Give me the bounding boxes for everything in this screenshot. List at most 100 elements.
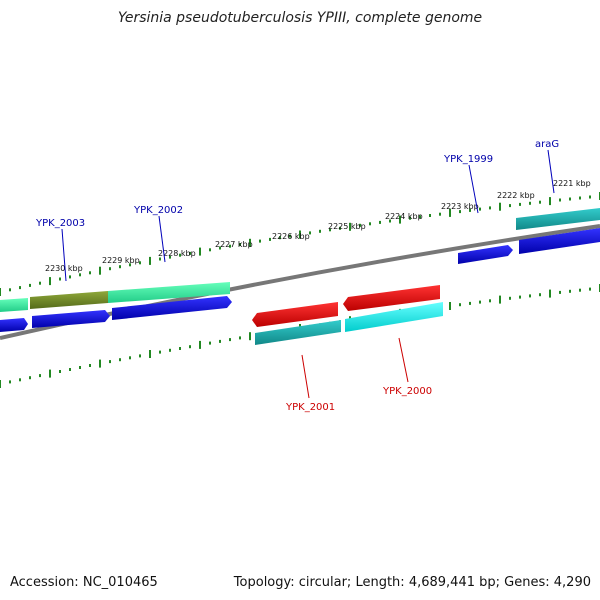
gene-ypk-2000[interactable] bbox=[343, 285, 440, 311]
tick-major bbox=[549, 197, 551, 206]
tick-major bbox=[499, 202, 501, 211]
tick-minor bbox=[459, 303, 461, 307]
gene-left-partial[interactable] bbox=[0, 318, 28, 332]
gene-ypk-2002[interactable] bbox=[112, 296, 232, 320]
tick-minor bbox=[59, 277, 61, 281]
leader-ypk-2002 bbox=[158, 215, 166, 263]
scale-label-2221: 2221 kbp bbox=[553, 179, 591, 188]
tick-minor bbox=[219, 339, 221, 343]
tick-major bbox=[0, 288, 1, 296]
gene-ypk-1999[interactable] bbox=[458, 245, 513, 264]
scale-label-2230: 2230 kbp bbox=[45, 264, 83, 273]
tick-minor bbox=[569, 289, 571, 293]
tick-minor bbox=[279, 236, 281, 240]
cds-ypk-2002[interactable] bbox=[108, 282, 230, 303]
topology-label: Topology: bbox=[233, 575, 295, 590]
tick-major bbox=[199, 340, 201, 349]
tick-minor bbox=[69, 368, 71, 371]
tick-minor bbox=[469, 301, 471, 305]
tick-minor bbox=[519, 202, 521, 206]
tick-major bbox=[449, 302, 451, 310]
tick-minor bbox=[469, 208, 471, 212]
scale-label-2223: 2223 kbp bbox=[441, 202, 479, 211]
tick-major bbox=[499, 295, 501, 304]
cds-ypk-2000[interactable] bbox=[345, 302, 443, 332]
tick-minor bbox=[319, 229, 321, 233]
tick-minor bbox=[379, 220, 381, 224]
cds-arag[interactable] bbox=[516, 208, 600, 230]
tick-minor bbox=[509, 296, 511, 300]
tick-minor bbox=[119, 265, 121, 269]
scale-ticks-outer bbox=[0, 192, 600, 296]
scale-label-2224: 2224 kbp bbox=[385, 212, 423, 221]
tick-minor bbox=[389, 219, 391, 223]
tick-minor bbox=[129, 356, 131, 360]
cds-ypk-2003[interactable] bbox=[30, 291, 108, 309]
gene-ypk-2001[interactable] bbox=[252, 302, 338, 327]
tick-minor bbox=[519, 295, 521, 299]
tick-minor bbox=[159, 257, 161, 261]
tick-minor bbox=[509, 204, 511, 208]
scale-labels: 2221 kbp 2222 kbp 2223 kbp 2224 kbp 2225… bbox=[45, 179, 591, 273]
tick-minor bbox=[559, 290, 561, 294]
genes-label: Genes: bbox=[504, 575, 550, 590]
leader-ypk-1999 bbox=[468, 164, 479, 214]
tick-minor bbox=[419, 215, 421, 219]
tick-minor bbox=[309, 231, 311, 235]
tick-minor bbox=[369, 222, 371, 226]
tick-major bbox=[99, 359, 101, 368]
tick-minor bbox=[19, 286, 21, 290]
tick-minor bbox=[79, 366, 81, 369]
gene-label-ypk-2003[interactable]: YPK_2003 bbox=[35, 218, 85, 229]
tick-minor bbox=[359, 223, 361, 227]
tick-minor bbox=[29, 376, 31, 380]
tick-minor bbox=[59, 370, 61, 373]
cds-ypk-2001[interactable] bbox=[255, 320, 341, 345]
tick-major bbox=[449, 208, 451, 217]
tick-major bbox=[49, 369, 51, 378]
tick-minor bbox=[289, 234, 291, 238]
genome-stats: Topology: circular; Length: 4,689,441 bp… bbox=[234, 575, 591, 590]
leader-ypk-2000 bbox=[398, 337, 409, 383]
tick-major bbox=[299, 230, 301, 239]
tick-major bbox=[199, 247, 201, 256]
tick-minor bbox=[79, 273, 81, 277]
tick-minor bbox=[179, 347, 181, 350]
gene-arag[interactable] bbox=[519, 228, 600, 254]
tick-minor bbox=[479, 300, 481, 304]
tick-minor bbox=[259, 239, 261, 243]
gene-label-ypk-2000[interactable]: YPK_2000 bbox=[382, 386, 432, 397]
scale-label-2222: 2222 kbp bbox=[497, 191, 535, 200]
genes-value: 4,290 bbox=[553, 575, 591, 590]
tick-minor bbox=[489, 206, 491, 210]
gene-ypk-2003[interactable] bbox=[32, 310, 110, 328]
tick-minor bbox=[39, 374, 41, 378]
tick-major bbox=[399, 215, 401, 224]
tick-minor bbox=[459, 210, 461, 214]
tick-minor bbox=[109, 360, 111, 364]
gene-label-ypk-2001[interactable]: YPK_2001 bbox=[285, 402, 335, 413]
leader-ypk-2003 bbox=[61, 228, 67, 282]
tick-minor bbox=[539, 200, 541, 204]
scale-label-2225: 2225 kbp bbox=[328, 222, 366, 231]
tick-minor bbox=[329, 228, 331, 232]
tick-minor bbox=[589, 195, 591, 199]
tick-major bbox=[349, 222, 351, 231]
tick-minor bbox=[139, 261, 141, 265]
tick-major bbox=[149, 350, 151, 358]
tick-minor bbox=[539, 293, 541, 297]
tick-minor bbox=[159, 350, 161, 354]
tick-minor bbox=[19, 378, 21, 382]
gene-label-ypk-2002[interactable]: YPK_2002 bbox=[133, 205, 183, 216]
tick-minor bbox=[529, 294, 531, 298]
tick-minor bbox=[109, 267, 111, 271]
length-value: 4,689,441 bp; bbox=[408, 575, 501, 590]
gene-label-arag[interactable]: araG bbox=[535, 139, 559, 150]
gene-label-ypk-1999[interactable]: YPK_1999 bbox=[443, 154, 493, 165]
tick-minor bbox=[589, 287, 591, 291]
scale-label-2226: 2226 kbp bbox=[272, 232, 310, 241]
cds-left-partial[interactable] bbox=[0, 298, 28, 312]
scale-label-2227: 2227 kbp bbox=[215, 240, 253, 249]
tick-minor bbox=[219, 246, 221, 250]
topology-value: circular; bbox=[298, 575, 352, 590]
